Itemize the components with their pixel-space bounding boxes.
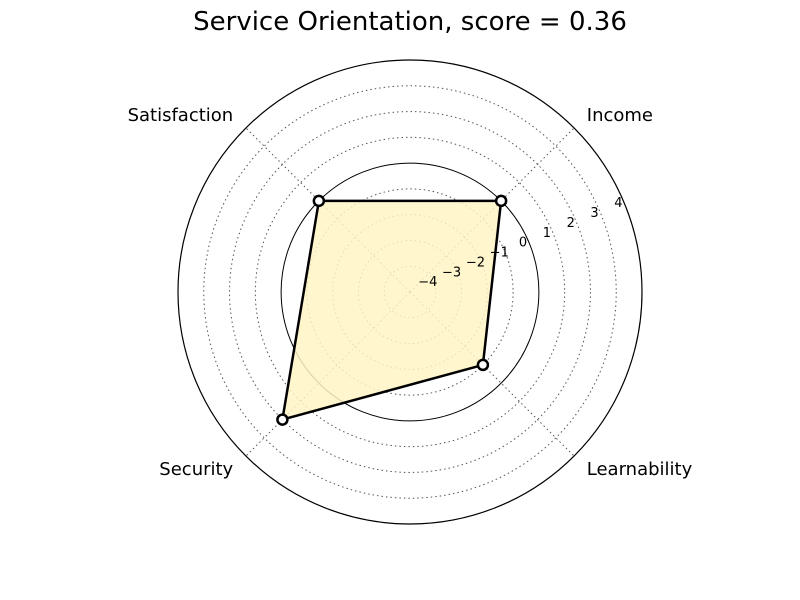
radial-tick-labels: −4 −3 −2 −1 0 1 23 4 xyxy=(418,196,622,290)
radial-tick-label: 1 xyxy=(543,226,551,241)
zero-circle xyxy=(280,162,540,422)
data-point-security xyxy=(276,413,289,426)
axis-label-income: Income xyxy=(587,105,653,126)
grid-circle xyxy=(203,85,617,499)
axis-label-satisfaction: Satisfaction xyxy=(128,105,234,126)
axis-labels: Income Learnability Security Satisfaction xyxy=(128,105,693,480)
radial-tick-label: −4 xyxy=(418,275,437,290)
radial-tick-label: 3 xyxy=(590,206,598,221)
outer-frame xyxy=(177,59,643,525)
chart-title: Service Orientation, score = 0.36 xyxy=(193,7,627,37)
radial-tick-label: −3 xyxy=(442,265,461,280)
series-area xyxy=(281,199,503,421)
grid-circle xyxy=(229,111,591,473)
radial-tick-label: 4 xyxy=(614,196,622,211)
data-point-satisfaction xyxy=(312,194,326,208)
radial-tick-label: −2 xyxy=(466,255,485,270)
axis-label-security: Security xyxy=(159,459,233,480)
grid-circle xyxy=(254,136,566,448)
radial-tick-label: 2 xyxy=(567,216,575,231)
data-point-learnability xyxy=(476,358,490,372)
grid-circle xyxy=(306,188,514,396)
series-score xyxy=(276,194,508,426)
data-point-income xyxy=(494,194,508,208)
radial-tick-label: −1 xyxy=(490,246,509,261)
radial-tick-label: 0 xyxy=(519,236,527,251)
axis-label-learnability: Learnability xyxy=(587,459,693,480)
